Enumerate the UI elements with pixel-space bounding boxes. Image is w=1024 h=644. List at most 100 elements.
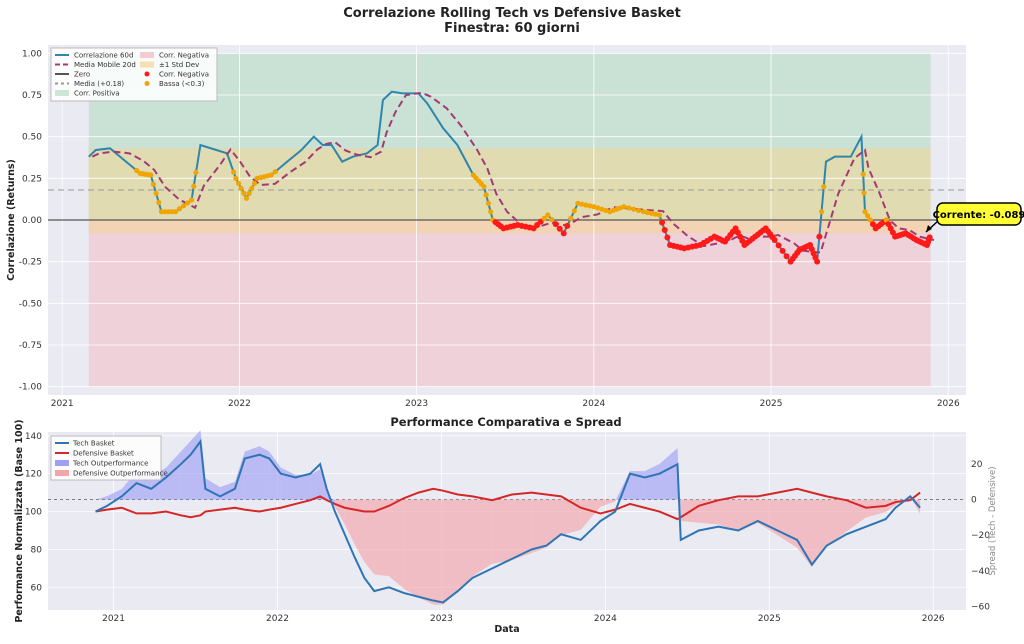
low-corr-dot [568, 215, 574, 221]
x-tick-label: 2023 [430, 614, 453, 624]
y-tick-label: 80 [31, 545, 43, 555]
low-corr-dot [481, 184, 487, 190]
defensive-outperformance-area [757, 499, 778, 536]
low-corr-dot [603, 207, 609, 214]
defensive-outperformance-area [511, 499, 532, 561]
legend-bottom: Tech Basket Defensive Basket Tech Outperfo… [50, 435, 168, 481]
y-tick-label: 60 [31, 583, 43, 593]
legend-swatch [140, 52, 154, 58]
subplot-title: Performance Comparativa e Spread [390, 415, 621, 429]
defensive-outperformance-area [777, 499, 798, 548]
y-tick-label: 0.75 [22, 91, 42, 101]
y2-axis-label: Spread (Tech - Defensive) [988, 466, 998, 575]
y-tick-label: -0.75 [19, 341, 42, 351]
performance-chart: Performance Comparativa e Spread 140 120 1… [14, 415, 998, 635]
y-tick-label: 0.50 [22, 133, 42, 143]
x-tick-label: 2024 [594, 614, 617, 624]
low-corr-dot [571, 208, 577, 214]
y-tick-label: 0.25 [22, 174, 42, 184]
low-corr-dot [883, 217, 889, 223]
x-tick-label: 2022 [228, 399, 251, 409]
negative-corr-dot [564, 222, 571, 229]
low-corr-dot [626, 205, 632, 211]
y-tick-label: 0.00 [22, 216, 42, 226]
tech-outperformance-area [659, 448, 678, 500]
legend-swatch [144, 81, 150, 86]
low-corr-dot [233, 175, 239, 181]
y2-tick-label: −20 [971, 531, 990, 541]
low-corr-dot [583, 202, 589, 208]
legend-label: ±1 Std Dev [159, 61, 199, 69]
figure-subtitle: Finestra: 60 giorni [444, 21, 580, 36]
tech-outperformance-area [107, 488, 122, 500]
legend-swatch [55, 90, 69, 96]
defensive-outperformance-area [797, 499, 812, 568]
defensive-outperformance-area [846, 499, 867, 532]
low-corr-dot [249, 185, 255, 191]
y2-tick-label: 20 [971, 460, 983, 470]
low-corr-dot [541, 215, 547, 221]
negative-corr-dot [775, 242, 782, 249]
tech-outperformance-area [244, 446, 260, 500]
defensive-outperformance-area [364, 499, 375, 575]
defensive-outperformance-area [344, 499, 355, 545]
low-corr-dot [172, 209, 179, 215]
y-axis-label-bottom: Performance Normalizzata (Base 100) [14, 419, 25, 622]
legend-swatch [140, 61, 154, 68]
defensive-outperformance-area [826, 499, 847, 546]
low-corr-dot [243, 195, 250, 201]
y-tick-label: 120 [25, 470, 42, 480]
defensive-outperformance-area [418, 499, 434, 605]
x-tick-label: 2021 [102, 614, 125, 624]
legend-box [50, 47, 218, 102]
low-corr-dot [648, 210, 655, 216]
low-corr-dot [631, 206, 637, 212]
legend-label: Media (+0.18) [74, 80, 124, 88]
x-tick-label: 2025 [760, 399, 783, 409]
y-tick-label: -1.00 [19, 383, 43, 393]
defensive-outperformance-area [546, 499, 562, 548]
defensive-outperformance-area [910, 496, 921, 514]
x-tick-label: 2023 [405, 399, 428, 409]
defensive-outperformance-area [561, 499, 581, 536]
defensive-outperformance-area [457, 499, 473, 591]
y2-tick-label: −40 [971, 567, 990, 577]
tech-outperformance-area [180, 440, 191, 500]
negative-corr-dot [814, 258, 821, 265]
x-tick-label: 2026 [922, 614, 945, 624]
negative-corr-dot [537, 218, 544, 225]
annotation-box [936, 202, 1022, 226]
low-corr-dot [861, 190, 867, 196]
low-corr-dot [591, 204, 597, 210]
low-corr-dot [246, 190, 252, 196]
legend-label: Defensive Outperformance [73, 470, 168, 478]
defensive-outperformance-area [433, 499, 444, 605]
tech-outperformance-area [190, 430, 201, 500]
low-corr-dot [860, 171, 866, 177]
legend-label: Corr. Positiva [74, 90, 120, 98]
y-tick-label: 100 [25, 508, 42, 518]
correlation-chart: 1.00 0.75 0.50 0.25 0.00 -0.25 -0.50 -0.75 -1.00… [6, 45, 1024, 409]
negative-corr-dot [556, 225, 563, 232]
legend-box [50, 435, 162, 481]
low-corr-dot [587, 203, 593, 209]
low-corr-dot [599, 206, 605, 212]
y2-tick-label: 0 [971, 496, 977, 506]
annotation-text: Corrente: -0.089 [933, 210, 1024, 221]
low-corr-dot [867, 217, 873, 223]
low-corr-dot [821, 184, 827, 190]
legend-label: Bassa (<0.3) [159, 80, 205, 88]
y-tick-label: -0.50 [19, 299, 43, 309]
tech-outperformance-area [295, 474, 311, 500]
low-corr-dot [865, 213, 871, 219]
negative-corr-dot [771, 237, 778, 243]
x-tick-label: 2025 [758, 614, 781, 624]
legend-swatch [55, 470, 69, 476]
defensive-outperformance-area [403, 499, 419, 598]
tech-outperformance-area [615, 471, 630, 502]
low-corr-dot [268, 172, 274, 178]
low-corr-dot [148, 172, 154, 178]
tech-outperformance-area [310, 469, 321, 500]
moving-average-line [91, 91, 935, 254]
